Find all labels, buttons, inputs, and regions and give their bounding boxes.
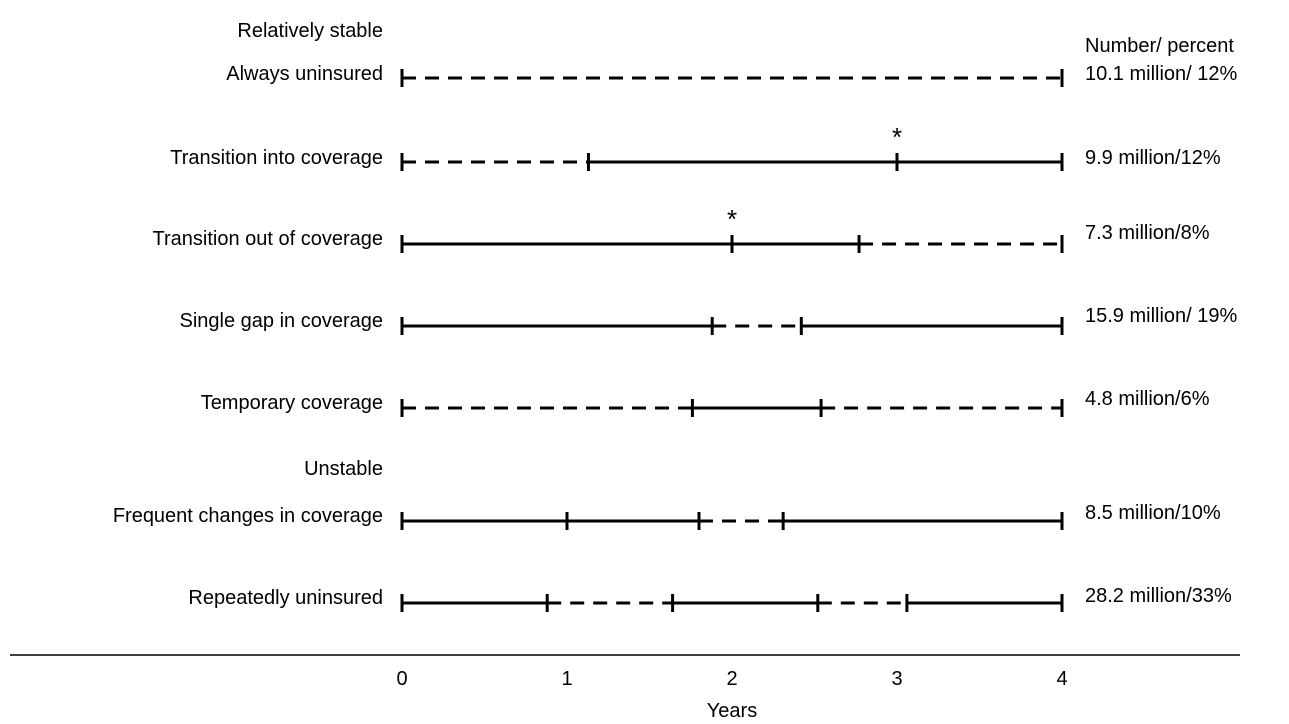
group-label-unstable: Unstable bbox=[304, 458, 383, 480]
row-label-transition-out: Transition out of coverage bbox=[152, 228, 384, 250]
row-value-always-uninsured: 10.1 million/ 12% bbox=[1085, 63, 1238, 85]
number-percent-header: Number/ percent bbox=[1085, 35, 1234, 57]
tick-label-0: 0 bbox=[396, 668, 408, 690]
row-2-asterisk-0: * bbox=[726, 204, 738, 234]
tick-label-4: 4 bbox=[1056, 668, 1068, 690]
row-label-temporary: Temporary coverage bbox=[200, 392, 383, 414]
tick-label-2: 2 bbox=[726, 668, 738, 690]
tick-label-1: 1 bbox=[561, 668, 573, 690]
group-label-stable: Relatively stable bbox=[237, 20, 383, 42]
row-value-frequent-changes: 8.5 million/10% bbox=[1085, 502, 1221, 524]
row-label-always-uninsured: Always uninsured bbox=[226, 63, 383, 85]
tick-label-3: 3 bbox=[891, 668, 903, 690]
row-label-transition-into: Transition into coverage bbox=[170, 147, 383, 169]
row-1-asterisk-0: * bbox=[891, 122, 903, 152]
row-label-single-gap: Single gap in coverage bbox=[179, 310, 383, 332]
row-value-temporary: 4.8 million/6% bbox=[1085, 388, 1210, 410]
row-value-single-gap: 15.9 million/ 19% bbox=[1085, 305, 1238, 327]
x-axis-title: Years bbox=[706, 700, 758, 722]
row-value-repeatedly-uninsured: 28.2 million/33% bbox=[1085, 585, 1232, 607]
row-value-transition-into: 9.9 million/12% bbox=[1085, 147, 1221, 169]
row-label-frequent-changes: Frequent changes in coverage bbox=[112, 505, 383, 527]
row-value-transition-out: 7.3 million/8% bbox=[1085, 222, 1210, 244]
row-label-repeatedly-uninsured: Repeatedly uninsured bbox=[188, 587, 383, 609]
